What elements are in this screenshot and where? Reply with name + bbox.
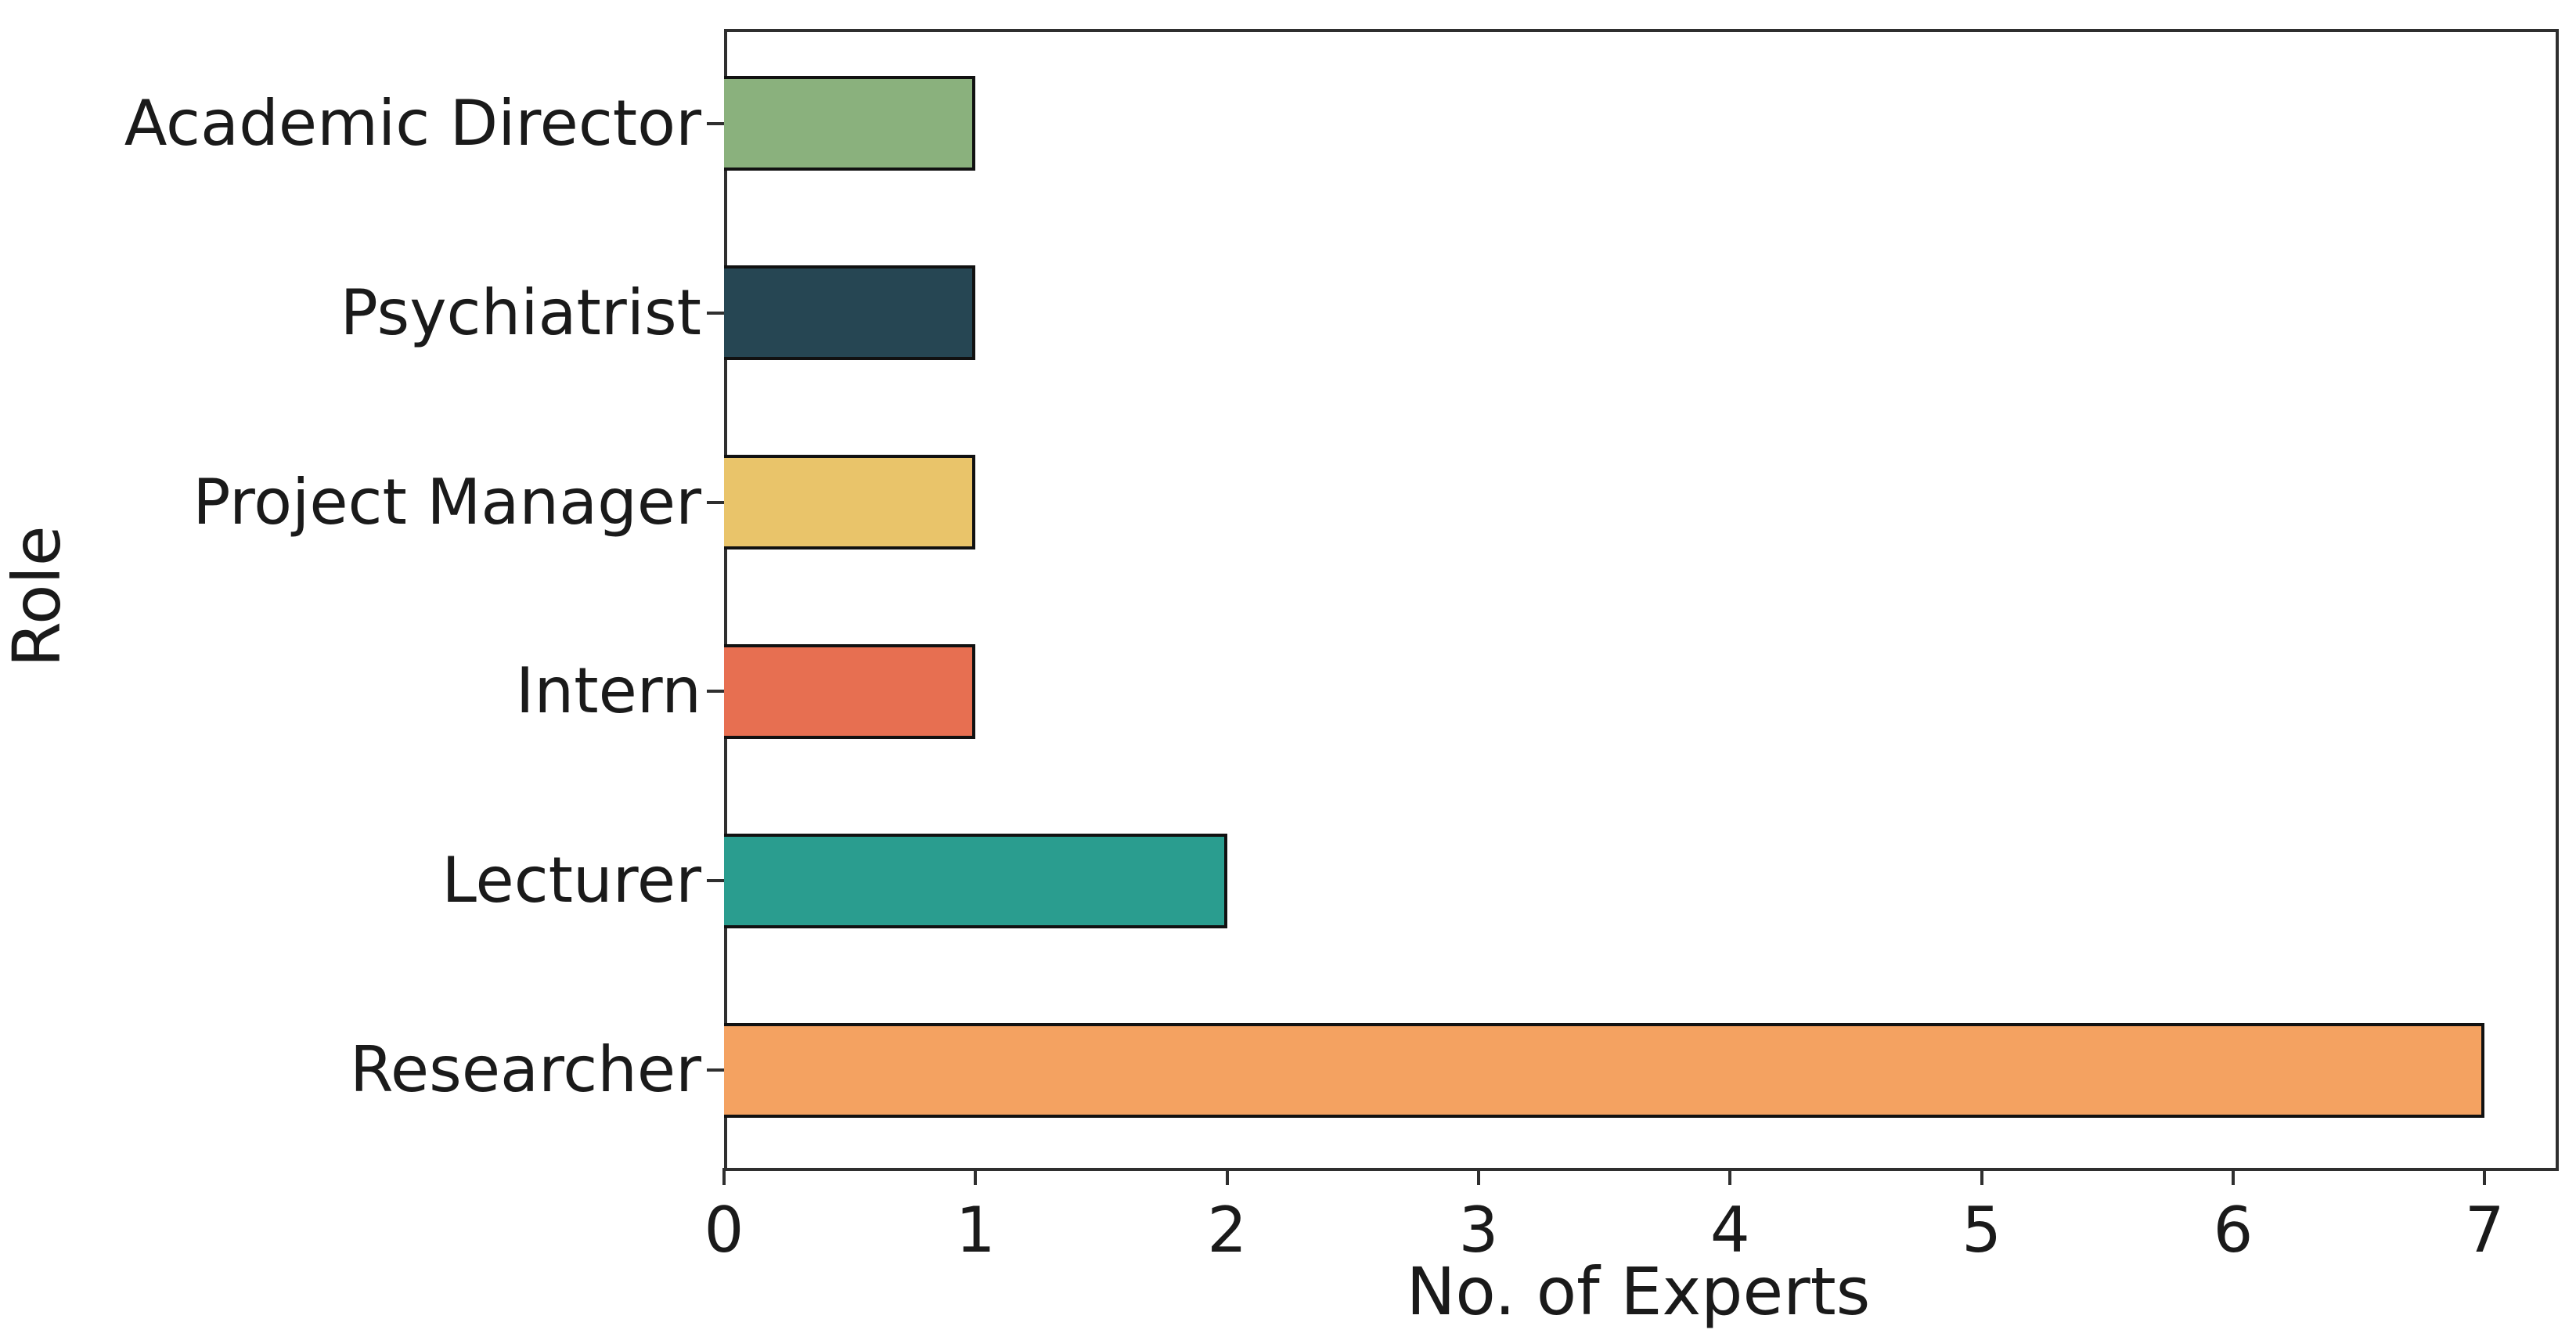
ytick-mark-lecturer: [707, 879, 724, 883]
xtick-mark-3: [1476, 1168, 1480, 1185]
bar-researcher: [724, 1022, 2485, 1118]
xtick-label-3: 3: [1458, 1194, 1499, 1267]
ytick-mark-project-manager: [707, 500, 724, 504]
ytick-label-researcher: Researcher: [349, 1033, 701, 1107]
xtick-label-5: 5: [1962, 1194, 2002, 1267]
x-axis-label: No. of Experts: [1406, 1253, 1871, 1330]
ytick-label-academic-director: Academic Director: [124, 86, 701, 160]
ytick-mark-intern: [707, 690, 724, 694]
xtick-label-2: 2: [1207, 1194, 1248, 1267]
xtick-label-4: 4: [1710, 1194, 1750, 1267]
xtick-mark-1: [974, 1168, 978, 1185]
xtick-mark-7: [2483, 1168, 2487, 1185]
bar-psychiatrist: [724, 265, 976, 361]
xtick-mark-4: [1728, 1168, 1732, 1185]
bar-academic-director: [724, 76, 976, 171]
xtick-mark-5: [1980, 1168, 1983, 1185]
ytick-label-intern: Intern: [515, 654, 701, 728]
ytick-mark-researcher: [707, 1068, 724, 1072]
plot-area: [724, 29, 2559, 1171]
ytick-label-project-manager: Project Manager: [193, 465, 701, 539]
bar-lecturer: [724, 833, 1227, 928]
ytick-mark-academic-director: [707, 121, 724, 125]
ytick-label-psychiatrist: Psychiatrist: [340, 276, 701, 349]
bar-intern: [724, 643, 976, 739]
ytick-label-lecturer: Lecturer: [441, 844, 701, 917]
xtick-label-1: 1: [955, 1194, 996, 1267]
xtick-mark-6: [2231, 1168, 2235, 1185]
xtick-label-7: 7: [2464, 1194, 2505, 1267]
y-axis-label: Role: [0, 525, 75, 668]
ytick-mark-psychiatrist: [707, 311, 724, 315]
xtick-label-0: 0: [704, 1194, 744, 1267]
bar-project-manager: [724, 455, 976, 550]
xtick-mark-2: [1225, 1168, 1229, 1185]
xtick-label-6: 6: [2213, 1194, 2254, 1267]
xtick-mark-0: [722, 1168, 726, 1185]
